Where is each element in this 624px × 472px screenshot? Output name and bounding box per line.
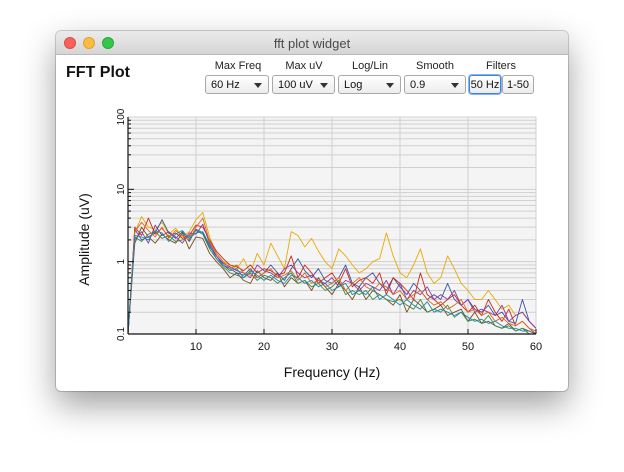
y-axis-label: Amplitude (uV)	[76, 193, 92, 286]
series-line-1	[127, 211, 537, 335]
title-bar[interactable]: fft plot widget	[56, 31, 568, 55]
filters-label: Filters	[486, 60, 516, 72]
max-uv-label: Max uV	[285, 60, 323, 72]
close-window-button[interactable]	[64, 37, 76, 49]
filter-1-50-button[interactable]: 1-50	[502, 75, 534, 94]
chevron-down-icon	[451, 83, 459, 88]
minimize-window-button[interactable]	[83, 37, 95, 49]
y-tick-label: 10	[116, 183, 127, 195]
y-tick-label: 100	[116, 108, 127, 125]
smooth-value: 0.9	[410, 79, 426, 91]
max-freq-value: 60 Hz	[211, 79, 240, 91]
x-tick-label: 30	[326, 341, 338, 353]
series-line-7	[127, 217, 537, 335]
axes	[127, 117, 537, 335]
plot-title: FFT Plot	[66, 64, 130, 81]
max-freq-label: Max Freq	[214, 60, 262, 72]
series-line-8	[127, 230, 537, 335]
chevron-down-icon	[386, 83, 394, 88]
x-tick-label: 50	[462, 341, 474, 353]
filter-50hz-button[interactable]: 50 Hz	[469, 75, 501, 94]
x-tick-label: 10	[190, 341, 202, 353]
series-line-6	[127, 223, 537, 335]
y-tick-label: 1	[116, 258, 127, 264]
chevron-down-icon	[320, 83, 328, 88]
fft-chart: 10 20 30 40 50 60 0.1 1 10 100 Frequency (Hz) Amp…	[76, 108, 542, 380]
window-title: fft plot widget	[273, 36, 351, 51]
max-uv-dropdown[interactable]: 100 uV	[272, 75, 335, 94]
x-tick-label: 60	[530, 341, 542, 353]
series-line-5	[127, 230, 536, 335]
tick-labels: 10 20 30 40 50 60 0.1 1 10 100	[116, 108, 542, 353]
series-group	[127, 211, 537, 335]
maximize-window-button[interactable]	[102, 37, 114, 49]
smooth-label: Smooth	[416, 60, 454, 72]
x-tick-label: 40	[394, 341, 406, 353]
smooth-dropdown[interactable]: 0.9	[404, 75, 466, 94]
x-axis-label: Frequency (Hz)	[284, 364, 380, 380]
log-lin-value: Log	[344, 79, 363, 91]
y-tick-label: 0.1	[116, 327, 127, 341]
max-uv-value: 100 uV	[278, 79, 313, 91]
log-lin-label: Log/Lin	[351, 60, 389, 72]
chevron-down-icon	[254, 83, 262, 88]
log-lin-dropdown[interactable]: Log	[338, 75, 401, 94]
max-freq-dropdown[interactable]: 60 Hz	[205, 75, 269, 94]
app-window: fft plot widget FFT Plot Max Freq 60 Hz …	[56, 31, 568, 391]
x-tick-label: 20	[258, 341, 270, 353]
